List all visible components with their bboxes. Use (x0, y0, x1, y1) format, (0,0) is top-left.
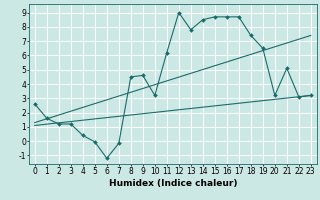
X-axis label: Humidex (Indice chaleur): Humidex (Indice chaleur) (108, 179, 237, 188)
